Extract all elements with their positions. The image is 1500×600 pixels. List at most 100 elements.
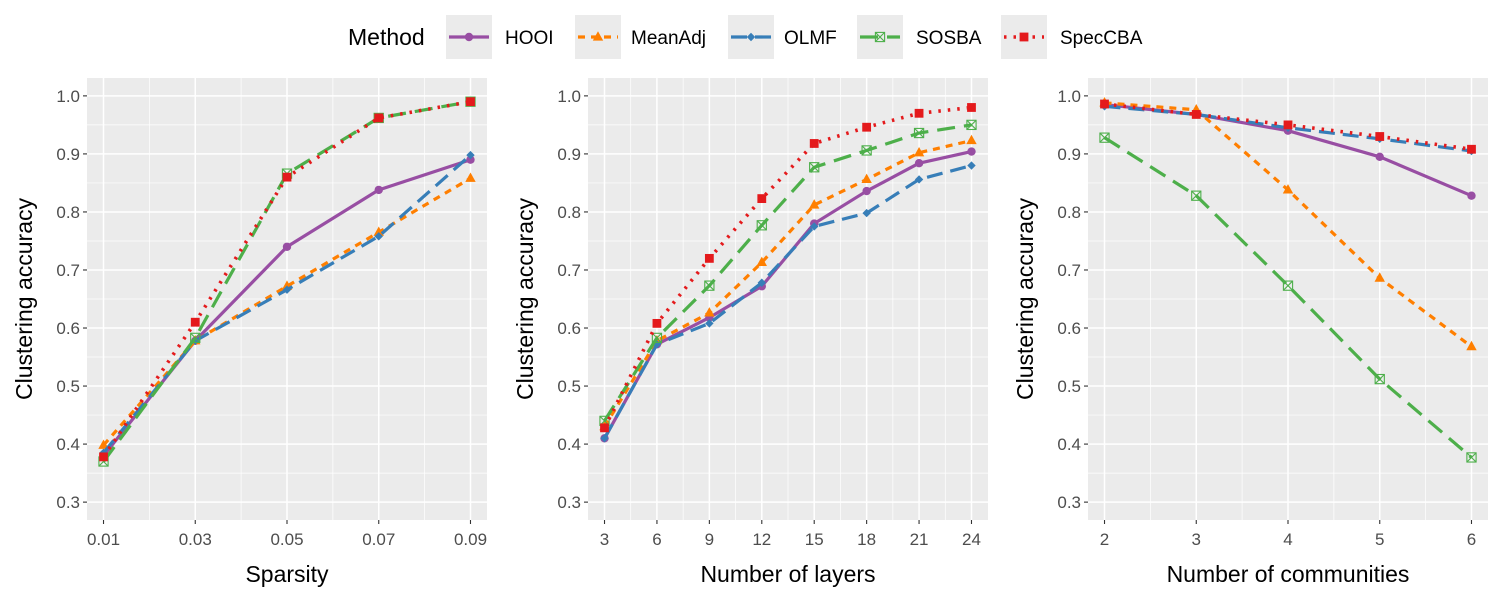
data-point-speccba: [1375, 132, 1385, 141]
y-tick-label: 0.6: [557, 319, 581, 338]
data-point-hooi: [967, 147, 976, 156]
x-tick-label: 3: [600, 530, 609, 549]
x-tick-label: 6: [652, 530, 661, 549]
legend-title: Method: [348, 24, 425, 50]
x-tick-label: 0.01: [87, 530, 120, 549]
series-layer: [1099, 97, 1477, 463]
data-point-sosba: [1466, 452, 1477, 463]
data-point-olmf: [282, 285, 292, 294]
data-point-sosba: [1099, 132, 1110, 143]
y-tick-label: 1.0: [1057, 87, 1081, 106]
data-point-speccba: [190, 317, 200, 327]
legend-key-marker: [746, 32, 756, 42]
series-meanadj: [1099, 97, 1477, 351]
data-point-sosba: [1282, 280, 1294, 291]
y-axis: 0.3 0.4 0.5 0.6 0.7 0.8 0.9 1.0: [56, 87, 87, 512]
y-tick-label: 0.6: [56, 319, 80, 338]
data-point-meanadj: [1466, 340, 1477, 351]
y-axis: 0.3 0.4 0.5 0.6 0.7 0.8 0.9 1.0: [557, 87, 588, 512]
series-layer: [599, 103, 977, 443]
legend-item-sosba: SOSBA: [857, 15, 982, 59]
data-point-meanadj: [756, 256, 767, 267]
series-speccba: [1100, 99, 1476, 154]
y-tick-label: 0.4: [56, 435, 80, 454]
data-point-meanadj: [809, 199, 820, 209]
y-tick-label: 0.7: [56, 261, 80, 280]
chart-panel-1: 0.3 0.4 0.5 0.6 0.7 0.8 0.9 1.0 0.01 0.03 0.05 0.07…: [11, 78, 487, 587]
data-point-speccba: [652, 318, 662, 328]
series-line-sosba: [1103, 136, 1473, 459]
x-tick-label: 9: [705, 530, 714, 549]
data-point-sosba: [1374, 373, 1385, 385]
y-tick-label: 0.7: [1057, 261, 1081, 280]
data-point-speccba: [1191, 110, 1201, 119]
legend-label-speccba: SpecCBA: [1060, 28, 1143, 49]
data-point-speccba: [704, 253, 714, 263]
y-tick-label: 0.6: [1057, 319, 1081, 338]
data-point-meanadj: [373, 226, 384, 236]
legend-item-olmf: OLMF: [728, 15, 837, 59]
data-point-meanadj: [913, 146, 925, 157]
data-point-hooi: [914, 158, 924, 168]
data-point-speccba: [914, 108, 924, 118]
data-point-olmf: [652, 340, 662, 349]
y-axis-title: Clustering accuracy: [1012, 198, 1038, 400]
y-tick-label: 0.3: [1057, 493, 1081, 512]
data-point-olmf: [757, 278, 766, 287]
x-axis: 2 3 4 5 6: [1100, 520, 1476, 549]
data-point-speccba: [1283, 120, 1293, 130]
series-sosba: [1099, 132, 1477, 463]
data-point-sosba: [966, 119, 977, 131]
series-line-sosba: [603, 123, 972, 422]
y-tick-label: 0.7: [557, 261, 581, 280]
data-point-olmf: [810, 222, 819, 231]
y-tick-label: 0.4: [557, 435, 581, 454]
x-tick-label: 18: [857, 530, 876, 549]
data-point-sosba: [704, 280, 715, 291]
data-point-hooi: [374, 185, 383, 195]
x-tick-label: 5: [1375, 530, 1384, 549]
data-point-hooi: [1467, 191, 1476, 200]
y-tick-label: 0.3: [56, 493, 80, 512]
data-point-meanadj: [861, 173, 872, 184]
legend-key-marker: [464, 32, 474, 42]
y-tick-label: 1.0: [557, 87, 581, 106]
data-point-olmf: [705, 319, 714, 328]
data-point-meanadj: [98, 439, 109, 449]
data-point-speccba: [282, 172, 292, 182]
data-point-speccba: [1100, 99, 1109, 109]
data-point-speccba: [757, 194, 767, 203]
legend-key-marker: [874, 31, 886, 43]
series-line-olmf: [1104, 104, 1472, 153]
data-point-hooi: [862, 186, 871, 196]
x-tick-label: 2: [1100, 530, 1109, 549]
series-layer: [98, 96, 476, 467]
data-point-speccba: [967, 103, 976, 112]
x-tick-label: 0.09: [454, 530, 487, 549]
x-axis: 3 6 9 12 15 18 21 24: [600, 520, 981, 549]
data-point-speccba: [1467, 144, 1476, 154]
y-axis-title: Clustering accuracy: [11, 198, 37, 400]
data-point-speccba: [99, 452, 108, 462]
x-tick-label: 0.05: [270, 530, 303, 549]
y-tick-label: 0.8: [1057, 203, 1081, 222]
legend-label-meanadj: MeanAdj: [631, 28, 706, 49]
y-tick-label: 0.9: [557, 145, 581, 164]
legend-label-sosba: SOSBA: [916, 28, 982, 49]
x-tick-label: 24: [962, 530, 981, 549]
data-point-sosba: [1191, 190, 1202, 201]
data-point-hooi: [282, 242, 292, 251]
data-point-speccba: [600, 423, 609, 433]
x-tick-label: 0.07: [362, 530, 395, 549]
legend-key-marker: [592, 31, 604, 41]
data-point-meanadj: [704, 307, 715, 317]
data-point-olmf: [600, 434, 609, 443]
data-point-olmf: [466, 150, 475, 160]
series-line-speccba: [602, 105, 972, 429]
data-point-speccba: [374, 113, 384, 123]
series-line-meanadj: [603, 139, 972, 428]
legend-item-speccba: SpecCBA: [1001, 15, 1143, 59]
y-tick-label: 0.8: [557, 203, 581, 222]
